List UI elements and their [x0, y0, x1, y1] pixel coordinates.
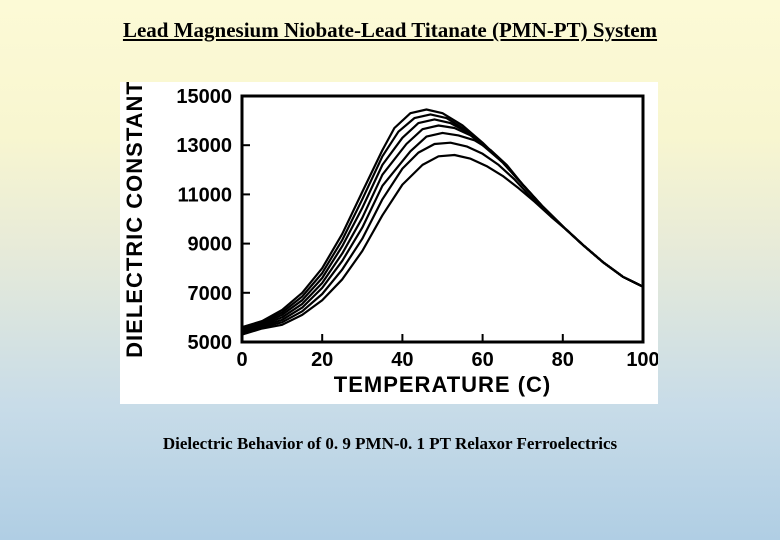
svg-text:DIELECTRIC CONSTANT: DIELECTRIC CONSTANT — [122, 82, 147, 358]
page-title: Lead Magnesium Niobate-Lead Titanate (PM… — [0, 18, 780, 43]
svg-text:7000: 7000 — [188, 283, 233, 305]
svg-text:20: 20 — [311, 349, 333, 371]
svg-text:TEMPERATURE (C): TEMPERATURE (C) — [334, 372, 551, 397]
svg-text:60: 60 — [471, 349, 493, 371]
svg-text:100: 100 — [626, 349, 658, 371]
dielectric-chart: 0 20 40 60 80 100 5000 7000 9000 11000 13000 15000 T… — [120, 82, 658, 404]
svg-text:15000: 15000 — [176, 86, 232, 108]
svg-text:5000: 5000 — [188, 332, 233, 354]
chart-caption: Dielectric Behavior of 0. 9 PMN-0. 1 PT … — [0, 434, 780, 454]
svg-text:9000: 9000 — [188, 234, 233, 256]
svg-text:13000: 13000 — [176, 135, 232, 157]
svg-text:11000: 11000 — [177, 184, 232, 206]
svg-text:80: 80 — [552, 349, 574, 371]
svg-text:40: 40 — [391, 349, 413, 371]
svg-text:0: 0 — [236, 349, 247, 371]
